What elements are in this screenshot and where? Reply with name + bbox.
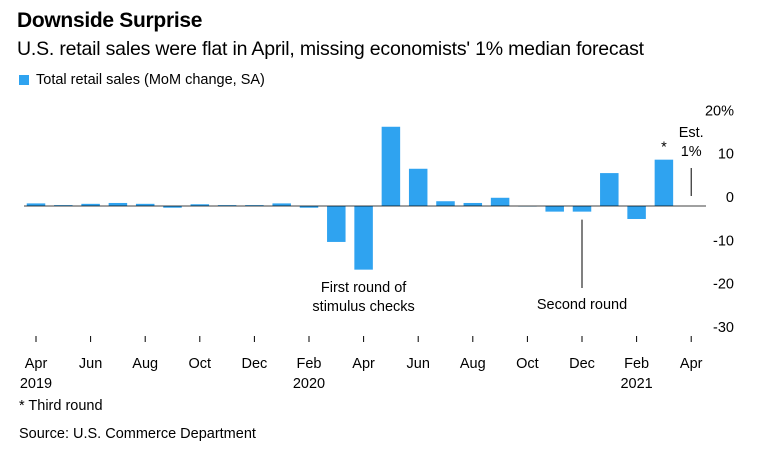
legend: Total retail sales (MoM change, SA): [19, 72, 265, 88]
x-tick-label: Dec: [242, 356, 268, 372]
bar: [627, 206, 646, 219]
bar: [463, 202, 483, 206]
x-tick-label: Aug: [132, 356, 158, 372]
bar: [26, 203, 46, 206]
annotation-label: Second round: [537, 297, 627, 313]
estimate-label: 1%: [681, 144, 702, 160]
chart-title: Downside Surprise: [17, 9, 203, 32]
bar: [490, 197, 510, 206]
x-tick-label: Jun: [79, 356, 102, 372]
bar: [54, 205, 73, 206]
bar: [217, 205, 237, 206]
bar: [354, 206, 373, 270]
legend-swatch: [19, 75, 29, 85]
y-tick-label: 20%: [705, 103, 734, 119]
bar: [163, 206, 182, 208]
y-tick-label: 10: [718, 147, 734, 163]
bar: [190, 204, 210, 206]
x-tick-label: Apr: [680, 356, 703, 372]
bar: [245, 205, 264, 206]
annotation-label: First round of: [321, 280, 407, 296]
bar: [272, 203, 291, 206]
bar: [545, 206, 564, 212]
source-note: Source: U.S. Commerce Department: [19, 426, 256, 442]
x-tick-label: Oct: [516, 356, 539, 372]
bar: [408, 168, 428, 206]
x-tick-year-label: 2020: [293, 376, 325, 392]
estimate-label: Est.: [679, 125, 704, 141]
chart-subtitle: U.S. retail sales were flat in April, mi…: [17, 38, 644, 60]
x-tick-label: Feb: [297, 356, 322, 372]
y-tick-label: -20: [713, 277, 734, 293]
x-tick-year-label: 2019: [20, 376, 52, 392]
x-tick-year-label: 2021: [620, 376, 652, 392]
x-tick-label: Jun: [407, 356, 430, 372]
y-tick-label: -30: [713, 320, 734, 336]
annotation-label: stimulus checks: [312, 299, 414, 315]
bar: [600, 173, 619, 206]
footnote: * Third round: [19, 398, 103, 414]
bar: [572, 206, 592, 212]
x-tick-label: Oct: [189, 356, 212, 372]
bar: [381, 126, 401, 206]
bar: [654, 159, 674, 206]
bar: [108, 202, 128, 206]
x-tick-label: Apr: [25, 356, 48, 372]
y-tick-label: 0: [726, 190, 734, 206]
x-tick-label: Dec: [569, 356, 595, 372]
bar: [436, 201, 455, 206]
bar: [327, 206, 346, 242]
third-round-marker: *: [661, 140, 667, 156]
legend-label: Total retail sales (MoM change, SA): [36, 72, 265, 88]
bar: [299, 206, 319, 208]
y-tick-label: -10: [713, 233, 734, 249]
x-tick-label: Aug: [460, 356, 486, 372]
bar: [135, 203, 155, 206]
x-tick-label: Apr: [352, 356, 375, 372]
x-tick-label: Feb: [624, 356, 649, 372]
bar: [81, 203, 100, 206]
